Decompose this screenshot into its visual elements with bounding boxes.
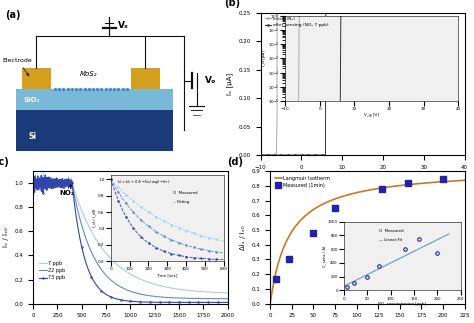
Text: Si: Si [29,132,36,141]
Langmuir Isotherm [383,185,389,189]
22 ppb [112,281,118,285]
Y-axis label: ΔIₓ / Iₓ₀: ΔIₓ / Iₓ₀ [240,225,246,250]
73 ppb [123,299,128,303]
22 ppb [225,297,230,301]
Line: 73 ppb: 73 ppb [32,174,228,303]
Measured (1min) [406,181,411,185]
7 ppb [123,269,128,273]
73 ppb [112,297,118,300]
22 ppb [33,173,38,177]
Bar [16,89,173,110]
Bar [22,68,51,89]
Text: (c): (c) [0,157,9,167]
73 ppb [225,300,230,304]
Langmuir Isotherm [462,178,467,182]
Text: (b): (b) [224,0,240,8]
Text: (a): (a) [5,10,20,20]
Measured (1min) [440,177,446,181]
73 ppb [219,300,224,304]
Legend: Langmuir Isotherm, Measured (1min): Langmuir Isotherm, Measured (1min) [273,174,332,190]
Legend: initial (N₂), after sensing (NO₂ 7 ppb): initial (N₂), after sensing (NO₂ 7 ppb) [263,15,330,29]
Text: SiO₂: SiO₂ [23,97,40,103]
7 ppb [114,262,119,266]
Text: (d): (d) [228,157,244,167]
73 ppb [172,300,177,304]
Text: Electrode: Electrode [2,57,32,76]
Langmuir Isotherm [267,302,273,306]
Text: MoS₂: MoS₂ [80,71,98,78]
7 ppb [30,180,36,184]
73 ppb [209,300,215,304]
22 ppb [172,296,177,300]
7 ppb [112,261,118,265]
Y-axis label: Iₓ / Iₓ₀: Iₓ / Iₓ₀ [3,227,9,247]
Langmuir Isotherm [386,185,392,189]
Legend: 7 ppb, 22 ppb, 73 ppb: 7 ppb, 22 ppb, 73 ppb [37,259,67,282]
Langmuir Isotherm [383,185,388,189]
Line: Measured (1min): Measured (1min) [273,176,446,281]
Measured (1min) [286,257,292,261]
Y-axis label: Iₓ [μA]: Iₓ [μA] [227,73,233,95]
7 ppb [209,290,215,294]
73 ppb [42,173,48,177]
7 ppb [172,287,177,290]
Measured (1min) [380,187,385,191]
Langmuir Isotherm [444,180,449,183]
Measured (1min) [310,231,316,235]
22 ppb [114,282,119,286]
7 ppb [40,172,46,175]
X-axis label: Vₒ [V]: Vₒ [V] [353,175,373,182]
22 ppb [123,287,128,291]
73 ppb [30,182,36,185]
Measured (1min) [332,206,338,210]
73 ppb [114,297,119,301]
Langmuir Isotherm [431,180,437,184]
Line: Langmuir Isotherm: Langmuir Isotherm [270,180,465,304]
Text: Vₓ: Vₓ [118,21,129,30]
7 ppb [219,291,224,295]
Line: 7 ppb: 7 ppb [33,173,228,293]
Measured (1min) [273,277,279,281]
Langmuir Isotherm [268,297,273,301]
7 ppb [225,291,230,295]
Bar [16,110,173,151]
Line: 22 ppb: 22 ppb [33,175,228,299]
22 ppb [30,184,36,188]
Text: Vₒ: Vₒ [205,76,217,85]
22 ppb [219,297,224,301]
Text: NO₂: NO₂ [59,185,74,196]
22 ppb [209,297,215,301]
Bar [131,68,160,89]
